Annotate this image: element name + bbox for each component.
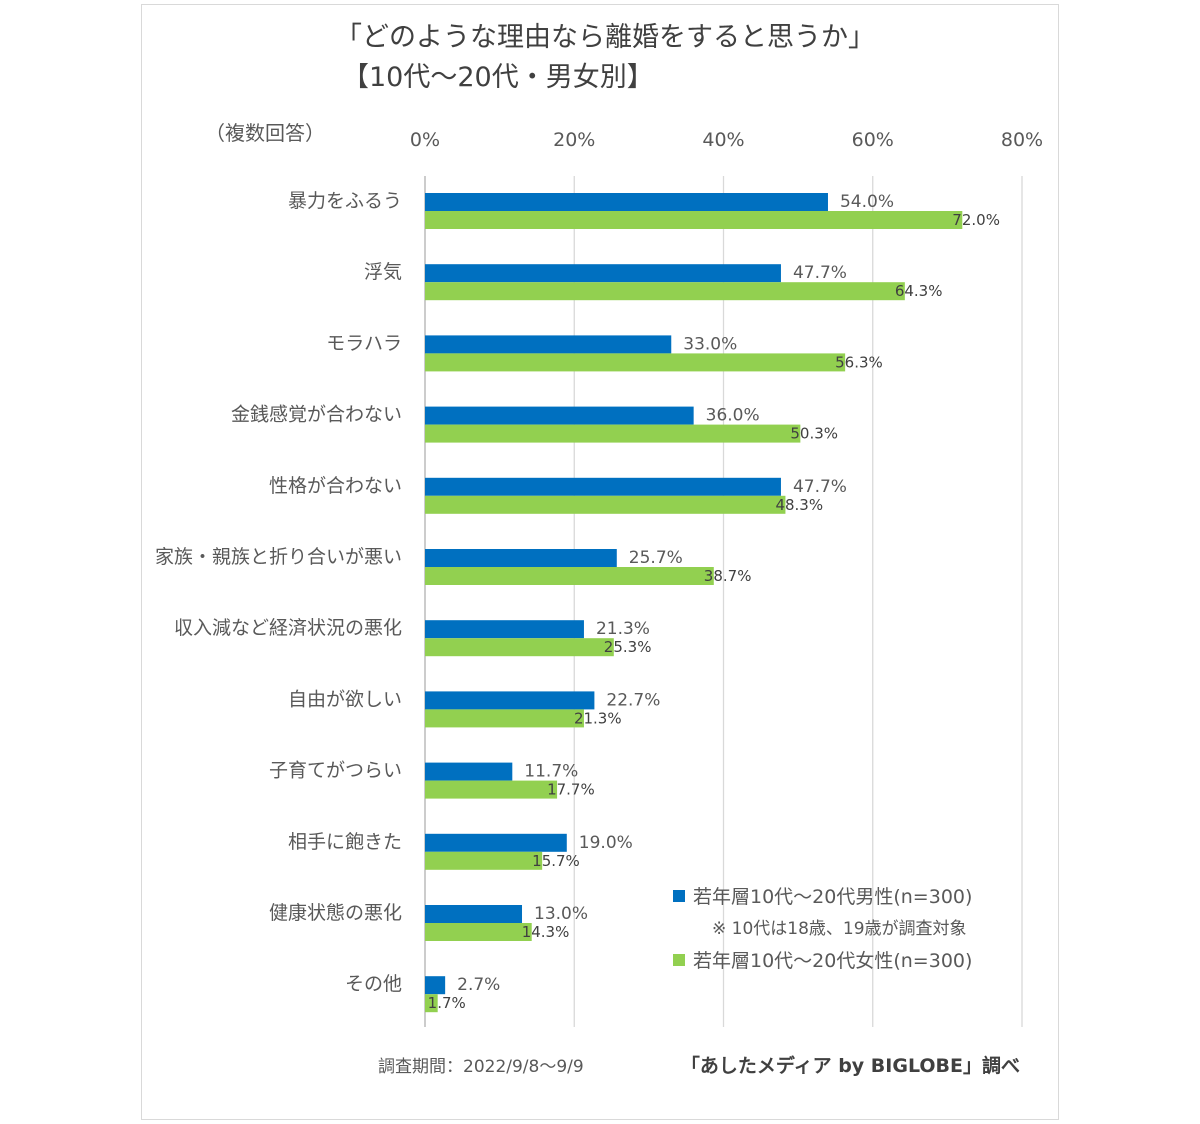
bar-male [425, 691, 595, 710]
data-label-female: 56.3% [835, 353, 883, 371]
bar-female [425, 780, 558, 799]
bar-male [425, 335, 672, 354]
data-label-male: 19.0% [579, 833, 633, 853]
data-label-male: 33.0% [683, 334, 737, 354]
x-tick-label: 0% [410, 129, 440, 151]
bar-female [425, 851, 543, 870]
legend-swatch-female [673, 954, 685, 966]
data-label-male: 25.7% [629, 548, 683, 568]
bar-male [425, 620, 584, 639]
bar-male [425, 264, 781, 283]
data-label-male: 22.7% [606, 690, 660, 710]
category-label: その他 [345, 973, 402, 995]
bar-female [425, 424, 801, 443]
bar-female [425, 567, 714, 585]
data-label-female: 15.7% [532, 852, 580, 870]
data-label-female: 50.3% [790, 425, 838, 443]
legend-label-female: 若年層10代～20代女性(n=300) [693, 950, 972, 972]
bar-female [425, 638, 614, 657]
data-label-male: 47.7% [793, 477, 847, 497]
data-label-male: 47.7% [793, 263, 847, 283]
multi-answer-note: （複数回答） [205, 121, 325, 145]
x-tick-label: 60% [852, 129, 894, 151]
category-label: 金銭感覚が合わない [231, 404, 402, 426]
category-label: 性格が合わない [269, 475, 402, 497]
x-tick-label: 20% [553, 129, 595, 151]
data-label-female: 1.7% [428, 994, 466, 1012]
data-label-male: 54.0% [840, 192, 894, 212]
bar-female [425, 353, 846, 372]
data-label-male: 2.7% [457, 975, 500, 995]
bar-male [425, 406, 694, 425]
legend-label-male: 若年層10代～20代男性(n=300) [693, 886, 972, 908]
category-label: 相手に飽きた [288, 831, 402, 853]
chart-title: 「どのような理由なら離婚をすると思うか」 [335, 22, 875, 53]
category-label: 暴力をふるう [288, 190, 402, 212]
data-label-male: 13.0% [534, 904, 588, 924]
bar-female [425, 211, 963, 229]
data-label-female: 21.3% [574, 709, 622, 727]
bar-male [425, 905, 523, 923]
category-label: 浮気 [364, 261, 402, 283]
data-label-female: 14.3% [522, 923, 570, 941]
category-label: 収入減など経済状況の悪化 [174, 617, 402, 639]
bar-male [425, 477, 781, 496]
data-label-male: 36.0% [706, 406, 760, 426]
x-tick-label: 80% [1001, 129, 1043, 151]
data-label-female: 64.3% [895, 282, 943, 300]
bar-female [425, 495, 786, 514]
data-label-male: 21.3% [596, 619, 650, 639]
chart-subtitle: 【10代～20代・男女別】 [342, 62, 654, 93]
bar-female [425, 709, 584, 728]
data-label-female: 17.7% [547, 781, 595, 799]
legend-swatch-male [673, 890, 685, 902]
data-label-female: 48.3% [775, 496, 823, 514]
data-label-female: 25.3% [604, 638, 652, 656]
bar-male [425, 193, 828, 211]
category-label: 家族・親族と折り合いが悪い [155, 546, 402, 568]
bar-male [425, 762, 513, 781]
data-label-female: 38.7% [704, 567, 752, 585]
bar-female [425, 994, 438, 1013]
x-tick-label: 40% [702, 129, 744, 151]
bar-male [425, 549, 617, 567]
source-credit: 「あしたメディア by BIGLOBE」調べ [681, 1054, 1020, 1077]
bar-male [425, 833, 567, 852]
category-label: 子育てがつらい [269, 760, 402, 782]
legend-note: ※ 10代は18歳、19歳が調査対象 [712, 919, 967, 939]
survey-period: 調査期間：2022/9/8～9/9 [378, 1057, 584, 1077]
category-label: モラハラ [326, 332, 402, 354]
bar-female [425, 923, 532, 941]
bar-female [425, 282, 905, 301]
data-label-male: 11.7% [524, 762, 578, 782]
bar-male [425, 976, 446, 995]
data-label-female: 72.0% [952, 211, 1000, 229]
category-label: 自由が欲しい [288, 688, 402, 710]
category-label: 健康状態の悪化 [269, 902, 402, 924]
